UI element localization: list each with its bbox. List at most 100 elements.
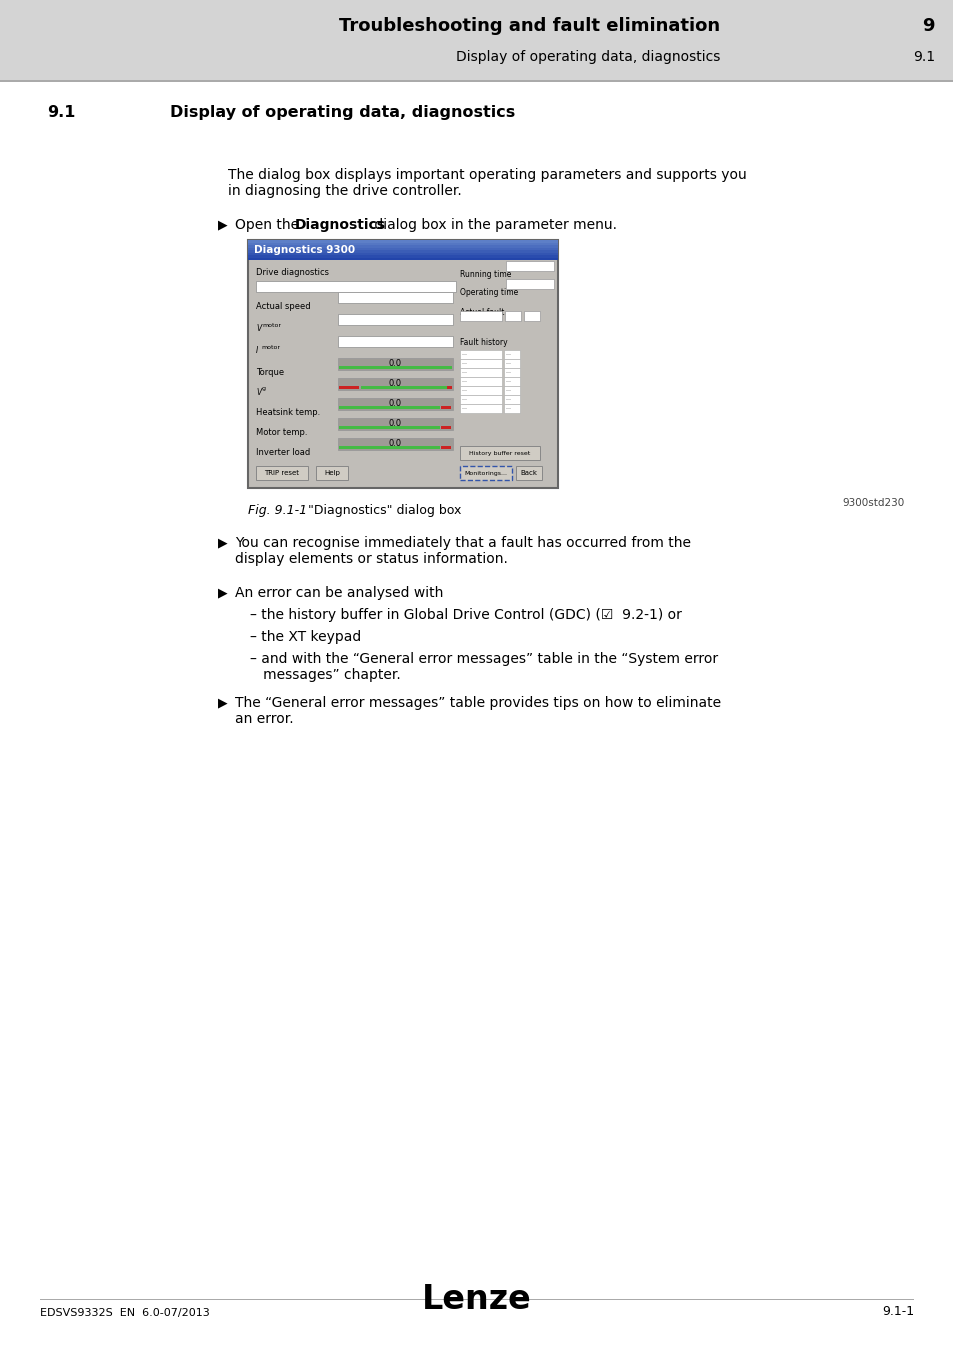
Bar <box>0 80 953 82</box>
Text: Diagnostics: Diagnostics <box>294 217 386 232</box>
Text: You can recognise immediately that a fault has occurred from the
display element: You can recognise immediately that a fau… <box>234 536 690 566</box>
Bar <box>255 281 456 292</box>
Bar <box>248 243 558 244</box>
Text: – the XT keypad: – the XT keypad <box>250 630 361 644</box>
Bar <box>505 279 554 289</box>
Bar <box>440 427 451 429</box>
Text: ---: --- <box>461 362 468 366</box>
Bar <box>337 336 453 347</box>
Bar <box>337 315 453 325</box>
Text: Motor temp.: Motor temp. <box>255 428 307 437</box>
Bar <box>248 250 558 252</box>
Text: 0.0: 0.0 <box>389 359 401 369</box>
Bar <box>248 255 558 258</box>
Bar <box>248 240 558 243</box>
Text: 9: 9 <box>922 18 934 35</box>
Text: Running time: Running time <box>459 270 511 279</box>
Text: History buffer reset: History buffer reset <box>469 451 530 455</box>
Text: 9.1-1: 9.1-1 <box>881 1305 913 1318</box>
Bar <box>337 418 453 431</box>
Text: Open the: Open the <box>234 217 303 232</box>
Bar <box>459 446 539 460</box>
Text: Back: Back <box>520 470 537 477</box>
Text: Torque: Torque <box>255 369 284 377</box>
Text: Display of operating data, diagnostics: Display of operating data, diagnostics <box>170 105 515 120</box>
Text: Lenze: Lenze <box>421 1282 532 1316</box>
Text: I: I <box>255 346 258 355</box>
Text: 0.0: 0.0 <box>389 379 401 389</box>
Bar <box>337 378 453 390</box>
Bar <box>503 386 519 396</box>
Text: ---: --- <box>461 370 468 375</box>
Text: – the history buffer in Global Drive Control (GDC) (☑  9.2-1) or: – the history buffer in Global Drive Con… <box>250 608 681 622</box>
Text: – and with the “General error messages” table in the “System error
   messages” : – and with the “General error messages” … <box>250 652 718 682</box>
Text: Heatsink temp.: Heatsink temp. <box>255 408 320 417</box>
Text: 0.0: 0.0 <box>389 440 401 448</box>
Bar <box>459 377 501 386</box>
Text: g: g <box>262 386 266 391</box>
Bar <box>459 310 501 321</box>
Text: ---: --- <box>505 352 512 358</box>
Bar <box>503 369 519 377</box>
Text: ▶: ▶ <box>218 217 228 231</box>
Bar <box>503 350 519 359</box>
Text: ▶: ▶ <box>218 536 228 549</box>
Text: ---: --- <box>505 389 512 393</box>
Text: The dialog box displays important operating parameters and supports you
in diagn: The dialog box displays important operat… <box>228 167 746 198</box>
Bar <box>459 404 501 413</box>
Text: motor: motor <box>262 323 281 328</box>
Text: Help: Help <box>324 470 339 477</box>
Bar <box>459 369 501 377</box>
Bar <box>315 466 348 481</box>
Bar <box>505 261 554 271</box>
Bar <box>248 252 558 255</box>
Text: The “General error messages” table provides tips on how to eliminate
an error.: The “General error messages” table provi… <box>234 697 720 726</box>
Bar <box>459 386 501 396</box>
Text: 9.1: 9.1 <box>47 105 75 120</box>
Bar <box>503 359 519 369</box>
Text: ▶: ▶ <box>218 586 228 599</box>
Bar <box>338 446 439 450</box>
Text: Actual speed: Actual speed <box>255 302 311 311</box>
Bar <box>440 446 451 450</box>
Bar <box>255 466 308 481</box>
Text: ---: --- <box>505 362 512 366</box>
Bar <box>248 244 558 247</box>
Text: Display of operating data, diagnostics: Display of operating data, diagnostics <box>456 50 720 63</box>
Text: ---: --- <box>505 370 512 375</box>
Text: ---: --- <box>461 352 468 358</box>
Bar <box>447 386 452 389</box>
Text: Fig. 9.1-1: Fig. 9.1-1 <box>248 504 307 517</box>
Bar <box>516 466 541 481</box>
Bar <box>523 310 539 321</box>
Bar <box>337 358 453 370</box>
Text: V: V <box>255 324 261 333</box>
Text: Troubleshooting and fault elimination: Troubleshooting and fault elimination <box>338 18 720 35</box>
Bar <box>337 398 453 410</box>
Bar <box>338 406 439 409</box>
Bar <box>459 350 501 359</box>
Text: Actual fault: Actual fault <box>459 308 504 317</box>
Text: ---: --- <box>505 379 512 385</box>
Bar <box>503 377 519 386</box>
Bar <box>504 310 520 321</box>
Text: "Diagnostics" dialog box: "Diagnostics" dialog box <box>308 504 461 517</box>
Text: Diagnostics 9300: Diagnostics 9300 <box>253 244 355 255</box>
Text: 9300std230: 9300std230 <box>841 498 904 508</box>
Text: 0.0: 0.0 <box>389 420 401 428</box>
Bar <box>338 386 358 389</box>
Text: dialog box in the parameter menu.: dialog box in the parameter menu. <box>370 217 617 232</box>
Text: An error can be analysed with: An error can be analysed with <box>234 586 443 599</box>
Text: ---: --- <box>461 397 468 402</box>
Bar <box>459 396 501 404</box>
Text: ---: --- <box>461 379 468 385</box>
Text: Drive diagnostics: Drive diagnostics <box>255 269 329 277</box>
Text: ---: --- <box>505 397 512 402</box>
Bar <box>459 359 501 369</box>
Bar <box>248 240 558 487</box>
Text: Operating time: Operating time <box>459 288 517 297</box>
Bar <box>360 386 449 389</box>
Text: V: V <box>255 387 261 397</box>
Text: motor: motor <box>261 346 280 350</box>
Bar <box>337 437 453 450</box>
